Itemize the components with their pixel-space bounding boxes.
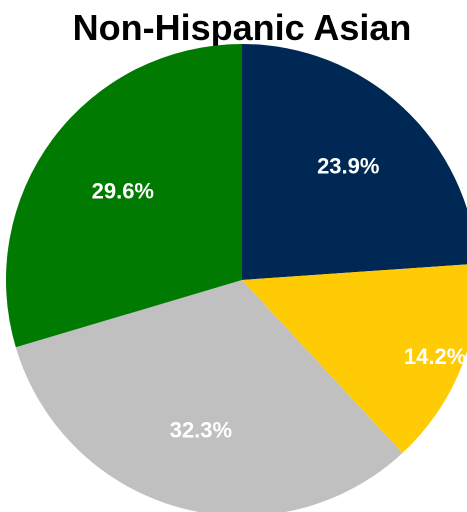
pie-slice-3 <box>15 280 403 512</box>
pie-slice-label-2: 14.2% <box>404 344 466 369</box>
pie-slice-4 <box>6 44 243 348</box>
chart-title: Non-Hispanic Asian <box>72 7 412 48</box>
pie-slice-label-3: 32.3% <box>170 418 232 443</box>
pie-slices <box>6 44 467 512</box>
pie-slice-label-1: 23.9% <box>317 154 379 179</box>
pie-slice-2 <box>242 264 467 454</box>
pie-slice-1 <box>242 44 467 280</box>
pie-labels: 23.9% 14.2% 32.3% 29.6% <box>92 154 467 443</box>
pie-slice-label-4: 29.6% <box>92 179 154 204</box>
